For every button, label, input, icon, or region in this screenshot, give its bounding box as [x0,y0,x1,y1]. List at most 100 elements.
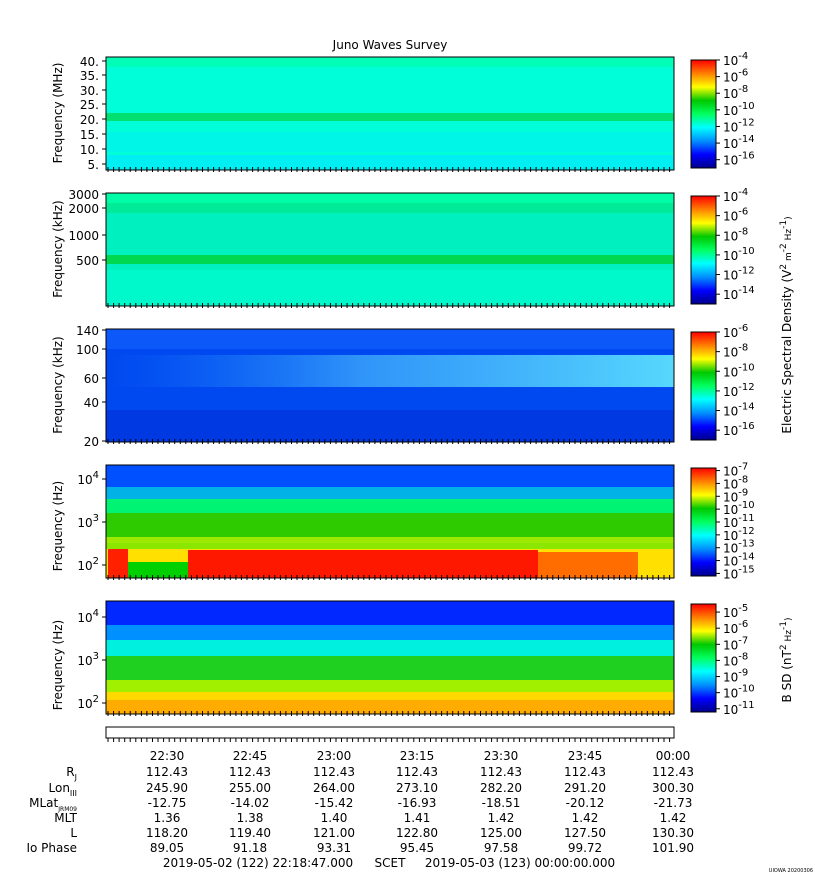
ephemeris-cell: 122.80 [396,826,438,840]
ephemeris-cell: 1.42 [488,811,515,825]
ephemeris-row-label: MLT [54,811,77,825]
footer-start-time: 2019-05-02 (122) 22:18:47.000 [163,856,353,870]
y-tick-label: 104 [77,608,99,625]
colorbar-tick-label: 10-14 [723,134,755,151]
ephemeris-cell: 112.43 [396,765,438,779]
colorbar-tick-label: 10-5 [723,603,748,620]
x-ticks-panel-4 [107,575,671,580]
ephemeris-cell: -14.02 [231,796,270,810]
footer-scet: SCET [375,856,407,870]
colorbar-tick-label: 10-14 [723,402,755,419]
y-axis-panel-5: 104 103 102 Frequency (Hz) [51,608,106,711]
time-axis: 22:30 22:45 23:00 23:15 23:30 23:45 00:00 [105,726,690,763]
ephemeris-cell: 127.50 [564,826,606,840]
ephemeris-cell: -12.75 [148,796,187,810]
magnetic-spectral-density-label: B SD (nT2 Hz-1) [779,618,794,703]
ephemeris-cell: 1.36 [154,811,181,825]
y-tick-label: 103 [77,513,99,530]
colorbar-tick-label: 10-16 [723,151,755,168]
colorbar-tick-label: 10-9 [723,668,748,685]
y-tick-label: 5. [88,158,99,172]
ephemeris-cell: 125.00 [480,826,522,840]
colorbar-2: 10-4 10-6 10-8 10-10 10-12 10-14 [690,187,755,305]
y-axis-label: Frequency (kHz) [51,336,65,433]
y-tick-label: 15. [80,128,99,142]
colorbar-tick-label: 10-6 [723,68,748,85]
colorbar-tick-label: 10-14 [723,285,755,302]
ephemeris-cell: 97.58 [484,841,518,855]
colorbar-tick-label: 10-8 [723,343,748,360]
y-tick-label: 104 [77,470,99,487]
colorbar-tick-label: 10-4 [723,187,748,204]
spectrogram-panel-5 [105,600,675,715]
ephemeris-cell: 93.31 [317,841,351,855]
y-tick-label: 25. [80,98,99,112]
ephemeris-cell: 291.20 [564,781,606,795]
y-tick-label: 3000 [68,188,99,202]
spectrogram-panel-3 [105,328,675,443]
y-tick-label: 102 [77,694,99,711]
colorbar-tick-label: 10-4 [723,51,748,68]
ephemeris-cell: 300.30 [652,781,694,795]
ephemeris-cell: 112.43 [564,765,606,779]
y-axis-panel-3: 140 100 60 40 20 Frequency (kHz) [51,324,106,449]
y-tick-label: 103 [77,651,99,668]
y-axis-label: Frequency (kHz) [51,200,65,297]
ephemeris-cell: 1.42 [660,811,687,825]
colorbar-tick-label: 10-10 [723,362,755,379]
ephemeris-cell: 89.05 [150,841,184,855]
y-axis-panel-1: 40.35.30.25.20.15.10.5. Frequency (MHz) [51,55,106,172]
colorbar-tick-label: 10-6 [723,207,748,224]
y-tick-label: 10. [80,143,99,157]
ephemeris-cell: -15.42 [315,796,354,810]
ephemeris-cell: 99.72 [568,841,602,855]
colorbar-tick-label: 10-8 [723,226,748,243]
y-tick-label: 20. [80,113,99,127]
ephemeris-cell: -20.12 [566,796,605,810]
y-tick-label: 102 [77,556,99,573]
colorbar-tick-label: 10-12 [723,117,755,134]
colorbar-tick-label: 10-11 [723,700,755,717]
ephemeris-cell: 1.38 [237,811,264,825]
spectrogram-panel-1 [105,56,675,171]
ephemeris-cell: 130.30 [652,826,694,840]
ephemeris-cell: 1.40 [321,811,348,825]
x-ticks-panel-3 [107,439,671,444]
colorbar-3: 10-6 10-8 10-10 10-12 10-14 10-16 [690,323,755,441]
colorbar-tick-label: 10-12 [723,382,755,399]
ephemeris-cell: 112.43 [313,765,355,779]
time-tick-label: 23:30 [484,749,519,763]
y-tick-label: 140 [76,324,99,338]
y-tick-label: 2000 [68,202,99,216]
ephemeris-cell: 1.42 [572,811,599,825]
ephemeris-cell: 118.20 [146,826,188,840]
ephemeris-cell: 112.43 [229,765,271,779]
ephemeris-cell: 255.00 [229,781,271,795]
colorbar-tick-label: 10-6 [723,323,748,340]
ephemeris-cell: 101.90 [652,841,694,855]
spectrogram-panel-2 [105,192,675,307]
y-axis-label: Frequency (MHz) [51,63,65,164]
x-ticks-panel-2 [107,303,671,308]
ephemeris-cell: 112.43 [652,765,694,779]
footer-stamp: UIOWA 20200306 [769,868,813,874]
colorbar-tick-label: 10-16 [723,421,755,438]
colorbar-tick-label: 10-15 [723,564,755,581]
ephemeris-cell: -21.73 [654,796,693,810]
ephemeris-cell: 112.43 [480,765,522,779]
ephemeris-cell: 112.43 [146,765,188,779]
chart-title: Juno Waves Survey [332,38,448,52]
ephemeris-cell: 121.00 [313,826,355,840]
y-axis-label: Frequency (Hz) [51,620,65,711]
ephemeris-cell: 245.90 [146,781,188,795]
y-axis-label: Frequency (Hz) [51,481,65,572]
footer-end-time: 2019-05-03 (123) 00:00:00.000 [425,856,615,870]
colorbar-4: 10-710-810-910-1010-1110-1210-1310-1410-… [690,462,755,581]
time-tick-label: 23:00 [317,749,352,763]
time-tick-label: 22:30 [150,749,185,763]
spectrogram-panel-4 [105,464,675,579]
